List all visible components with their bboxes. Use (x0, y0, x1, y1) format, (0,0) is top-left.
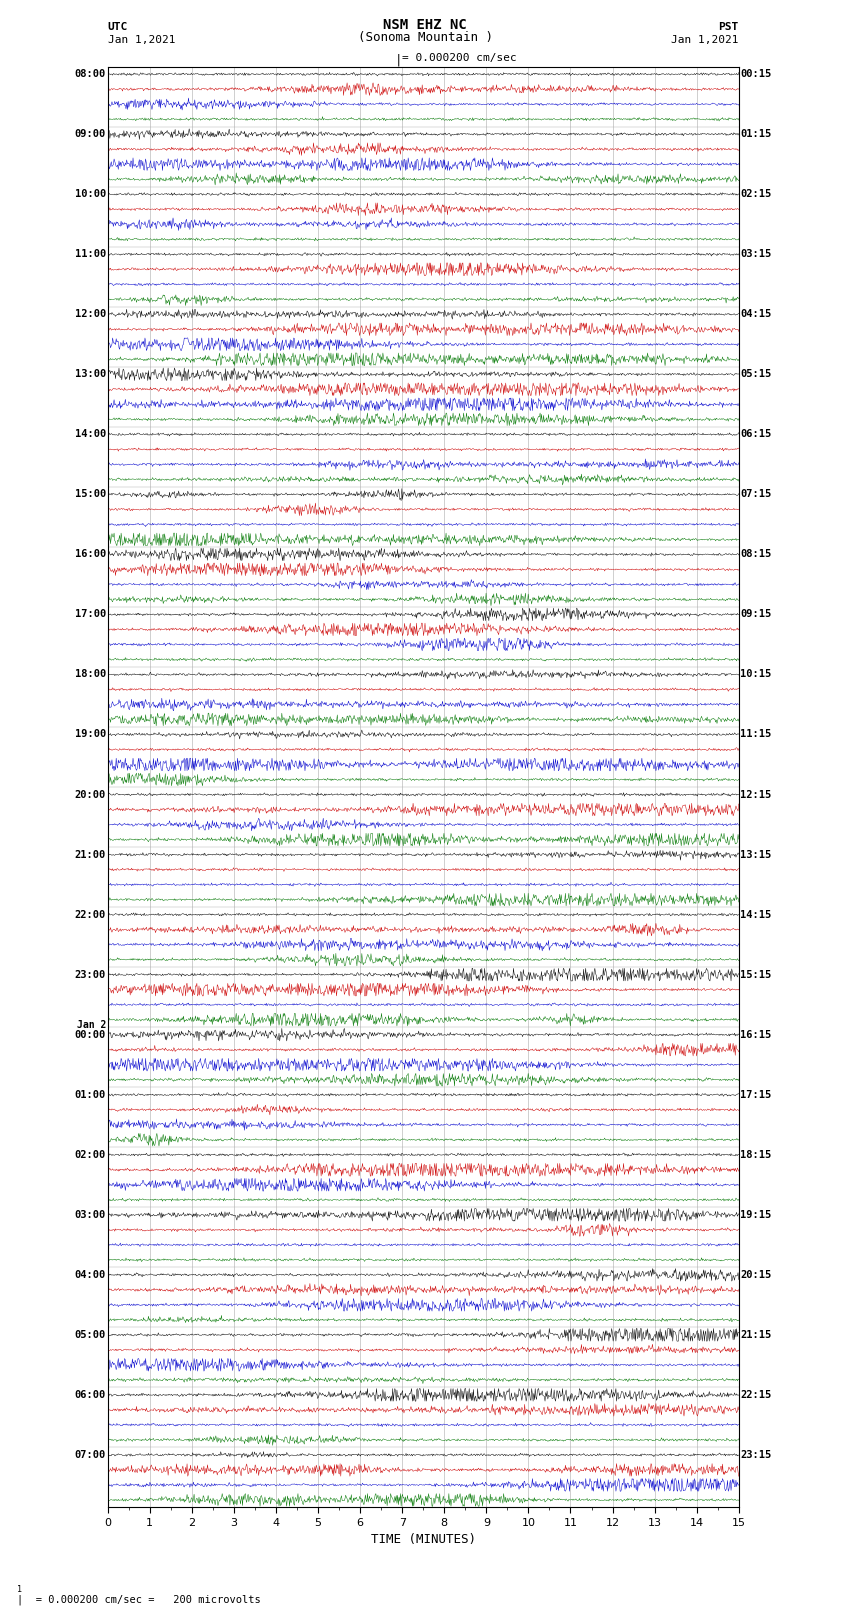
Text: 16:00: 16:00 (75, 550, 106, 560)
Text: 08:15: 08:15 (740, 550, 772, 560)
Text: 12:00: 12:00 (75, 310, 106, 319)
Text: |  = 0.000200 cm/sec =   200 microvolts: | = 0.000200 cm/sec = 200 microvolts (17, 1594, 261, 1605)
Text: 04:00: 04:00 (75, 1269, 106, 1279)
Text: 07:00: 07:00 (75, 1450, 106, 1460)
Text: 22:15: 22:15 (740, 1390, 772, 1400)
Text: 22:00: 22:00 (75, 910, 106, 919)
Text: 12:15: 12:15 (740, 789, 772, 800)
Text: 16:15: 16:15 (740, 1029, 772, 1040)
Text: 15:15: 15:15 (740, 969, 772, 979)
Text: 03:00: 03:00 (75, 1210, 106, 1219)
Text: 01:00: 01:00 (75, 1090, 106, 1100)
Text: 05:15: 05:15 (740, 369, 772, 379)
Text: 03:15: 03:15 (740, 250, 772, 260)
Text: 09:00: 09:00 (75, 129, 106, 139)
Text: 06:00: 06:00 (75, 1390, 106, 1400)
Text: 10:15: 10:15 (740, 669, 772, 679)
Text: 08:00: 08:00 (75, 69, 106, 79)
Text: PST: PST (718, 23, 739, 32)
Text: Jan 2: Jan 2 (76, 1019, 106, 1029)
Text: 11:15: 11:15 (740, 729, 772, 739)
Text: 14:15: 14:15 (740, 910, 772, 919)
Text: 18:00: 18:00 (75, 669, 106, 679)
Text: 17:15: 17:15 (740, 1090, 772, 1100)
Text: 09:15: 09:15 (740, 610, 772, 619)
Text: 14:00: 14:00 (75, 429, 106, 439)
Text: 00:00: 00:00 (75, 1029, 106, 1040)
Text: 02:15: 02:15 (740, 189, 772, 198)
Text: Jan 1,2021: Jan 1,2021 (108, 35, 175, 45)
Text: (Sonoma Mountain ): (Sonoma Mountain ) (358, 31, 492, 44)
Text: 17:00: 17:00 (75, 610, 106, 619)
Text: 23:00: 23:00 (75, 969, 106, 979)
Text: 20:15: 20:15 (740, 1269, 772, 1279)
Text: 05:00: 05:00 (75, 1329, 106, 1340)
Text: 00:15: 00:15 (740, 69, 772, 79)
Text: UTC: UTC (108, 23, 128, 32)
Text: 19:15: 19:15 (740, 1210, 772, 1219)
Text: 10:00: 10:00 (75, 189, 106, 198)
Text: 21:15: 21:15 (740, 1329, 772, 1340)
Text: 1: 1 (17, 1584, 22, 1594)
Text: 13:00: 13:00 (75, 369, 106, 379)
Text: 06:15: 06:15 (740, 429, 772, 439)
Text: 04:15: 04:15 (740, 310, 772, 319)
Text: 11:00: 11:00 (75, 250, 106, 260)
Text: NSM EHZ NC: NSM EHZ NC (383, 18, 467, 32)
Text: 20:00: 20:00 (75, 789, 106, 800)
Text: Jan 1,2021: Jan 1,2021 (672, 35, 739, 45)
Text: 01:15: 01:15 (740, 129, 772, 139)
Text: 13:15: 13:15 (740, 850, 772, 860)
Text: 23:15: 23:15 (740, 1450, 772, 1460)
X-axis label: TIME (MINUTES): TIME (MINUTES) (371, 1534, 476, 1547)
Text: 19:00: 19:00 (75, 729, 106, 739)
Text: 15:00: 15:00 (75, 489, 106, 500)
Text: 07:15: 07:15 (740, 489, 772, 500)
Text: = 0.000200 cm/sec: = 0.000200 cm/sec (402, 53, 517, 63)
Text: 18:15: 18:15 (740, 1150, 772, 1160)
Text: |: | (395, 53, 403, 66)
Text: 21:00: 21:00 (75, 850, 106, 860)
Text: 02:00: 02:00 (75, 1150, 106, 1160)
